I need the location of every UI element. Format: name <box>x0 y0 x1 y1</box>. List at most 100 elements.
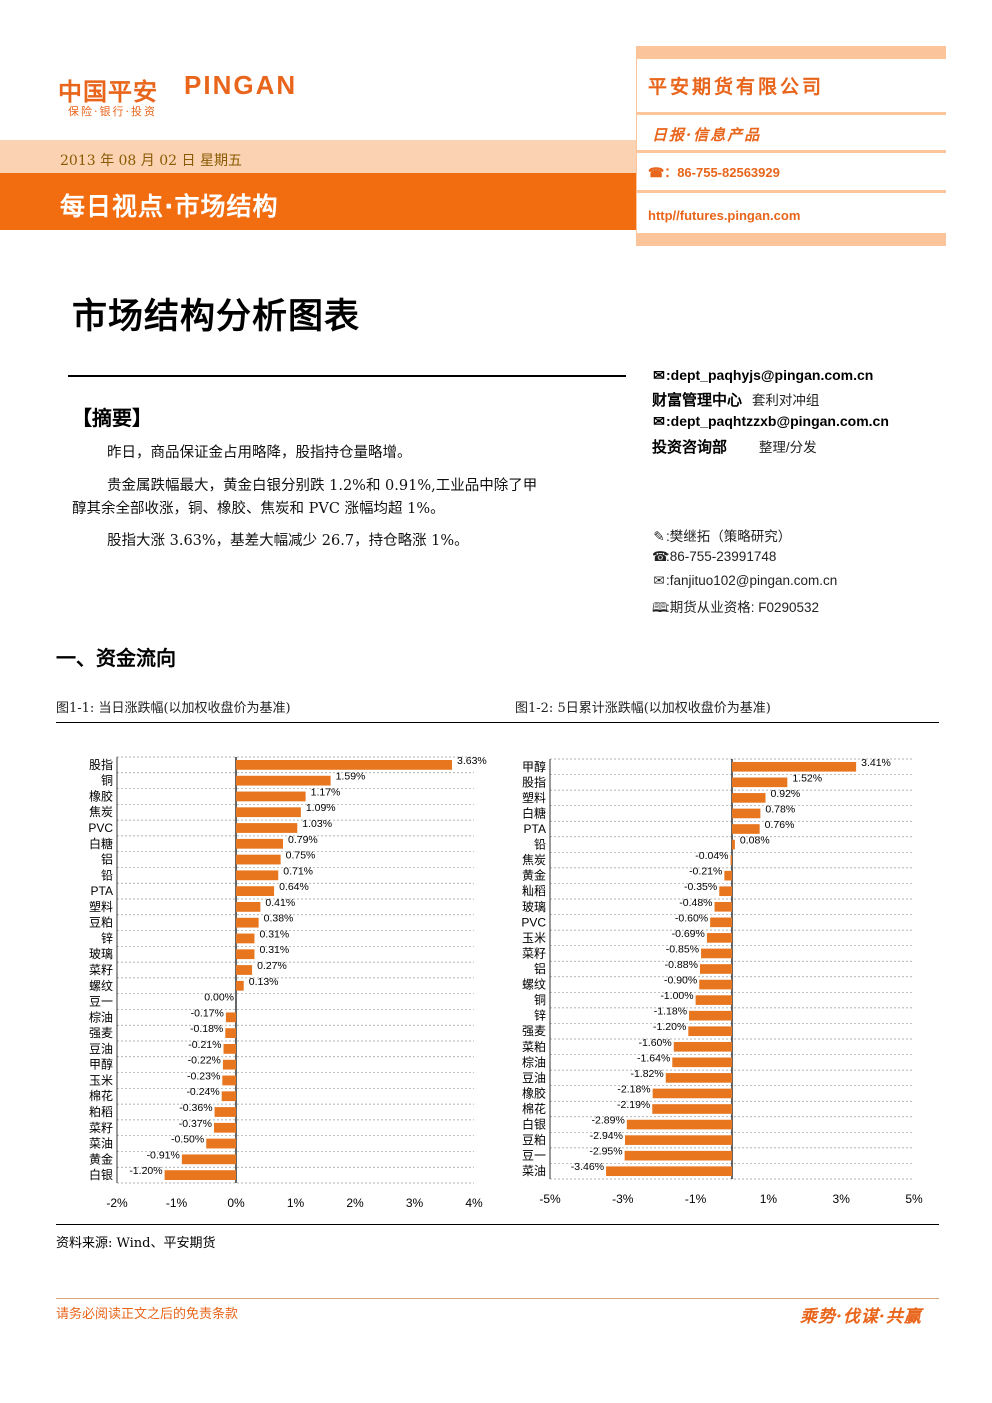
data-label: 0.38% <box>264 913 294 925</box>
data-label: 0.92% <box>770 788 800 800</box>
author-text: :樊继拓（策略研究） <box>666 529 792 544</box>
bar <box>624 1150 732 1161</box>
data-label: -0.17% <box>191 1007 224 1019</box>
bar <box>236 949 255 960</box>
contact-dept-2: 投资咨询部 整理/分发 <box>652 436 817 457</box>
data-label: -2.94% <box>590 1130 623 1142</box>
bar <box>695 995 732 1005</box>
dept-name: 财富管理中心 <box>652 391 743 409</box>
category-label: 菜籽 <box>522 946 546 960</box>
pen-icon: ✎ <box>653 529 665 544</box>
bar <box>732 777 788 788</box>
logo-subtitle: 保险·银行·投资 <box>68 105 157 118</box>
bar <box>732 824 760 834</box>
tick-label: -3% <box>612 1192 634 1206</box>
data-label: -2.95% <box>589 1146 622 1158</box>
email-text: :dept_paqhyjs@pingan.com.cn <box>666 367 874 383</box>
bar <box>236 838 284 849</box>
info-panel-bottom-band <box>636 233 946 246</box>
data-label: -1.20% <box>129 1165 162 1177</box>
section-heading: 一、资金流向 <box>56 646 176 670</box>
category-label: PTA <box>91 884 113 898</box>
category-label: 菜油 <box>522 1164 546 1178</box>
abstract-heading: 【摘要】 <box>72 406 152 430</box>
title-bar <box>0 173 636 230</box>
category-label: 白银 <box>89 1167 113 1182</box>
bar <box>701 948 732 959</box>
bar <box>699 979 732 990</box>
bar <box>213 1122 236 1133</box>
category-label: 铝 <box>534 961 546 976</box>
data-label: -3.46% <box>571 1161 604 1173</box>
category-label: 豆粕 <box>522 1132 546 1147</box>
data-source: 资料来源: Wind、平安期货 <box>56 1236 216 1251</box>
author-phone: ☎:86-755-23991748 <box>652 549 776 565</box>
tick-label: -1% <box>685 1192 707 1206</box>
bar <box>225 1028 236 1039</box>
phone-text: :86-755-23991748 <box>666 549 777 564</box>
disclaimer-note[interactable]: 请务必阅读正文之后的免责条款 <box>56 1307 239 1322</box>
data-label: -0.90% <box>664 975 697 987</box>
category-label: 橡胶 <box>89 788 113 803</box>
category-label: 玻璃 <box>89 947 113 961</box>
bar <box>652 1088 732 1099</box>
tick-label: 4% <box>465 1196 483 1210</box>
category-label: 玻璃 <box>522 900 546 914</box>
data-label: -2.18% <box>617 1083 650 1095</box>
bar <box>732 793 766 803</box>
phone-icon: ☎ <box>652 549 669 564</box>
data-label: -1.18% <box>654 1006 687 1018</box>
data-label: 3.63% <box>457 755 487 767</box>
data-label: 1.17% <box>311 786 341 798</box>
page-title: 市场结构分析图表 <box>72 297 361 337</box>
contact-dept-1: 财富管理中心 套利对冲组 <box>652 389 819 410</box>
data-label: -1.64% <box>637 1052 670 1064</box>
data-label: 0.31% <box>259 928 289 940</box>
bar <box>672 1057 732 1068</box>
category-label: 棉花 <box>522 1101 546 1116</box>
category-label: 白银 <box>522 1117 546 1132</box>
info-panel-border <box>636 59 637 233</box>
data-label: 0.75% <box>286 850 316 862</box>
tick-label: -5% <box>539 1192 561 1206</box>
company-url[interactable]: http//futures.pingan.com <box>648 208 801 223</box>
chart-5day-change: 甲醇 3.41% 股指 1.52% 塑料 0.92% 白糖 0.78% PTA 0.76% 铅 0.0… <box>521 757 923 1206</box>
bar <box>624 1135 732 1145</box>
data-label: -0.69% <box>672 928 705 940</box>
dept-sub: 整理/分发 <box>758 440 817 455</box>
bar <box>665 1073 732 1083</box>
category-label: 白糖 <box>89 836 113 851</box>
email-text: :fanjituo102@pingan.com.cn <box>666 573 838 588</box>
contact-email-2[interactable]: ✉:dept_paqhtzzxb@pingan.com.cn <box>652 413 889 430</box>
data-label: 1.52% <box>792 772 822 784</box>
author-email[interactable]: ✉:fanjituo102@pingan.com.cn <box>652 573 837 589</box>
category-label: 菜油 <box>89 1137 113 1151</box>
data-label: -0.35% <box>684 881 717 893</box>
bar <box>236 901 261 912</box>
contact-email-1[interactable]: ✉:dept_paqhyjs@pingan.com.cn <box>652 367 873 384</box>
info-panel-divider <box>636 112 946 115</box>
data-label: -0.50% <box>171 1134 204 1146</box>
bar <box>236 854 281 865</box>
category-label: 豆粕 <box>89 915 113 930</box>
figure-2-caption: 图1-2: 5日累计涨跌幅(以加权收盘价为基准) <box>515 701 771 716</box>
category-label: 焦炭 <box>522 853 546 867</box>
tick-label: 1% <box>760 1192 778 1206</box>
category-label: 锌 <box>101 931 113 945</box>
bar <box>732 808 761 819</box>
bar <box>236 823 298 833</box>
bar <box>689 1010 732 1021</box>
category-label: 焦炭 <box>89 805 113 819</box>
category-label: 白糖 <box>522 805 546 820</box>
data-label: 0.08% <box>740 835 770 847</box>
data-label: -0.91% <box>147 1149 180 1161</box>
category-label: 豆一 <box>522 1149 546 1163</box>
data-label: -0.24% <box>186 1086 219 1098</box>
data-label: -2.89% <box>592 1115 625 1127</box>
figure-1-caption: 图1-1: 当日涨跌幅(以加权收盘价为基准) <box>56 701 291 716</box>
data-label: -0.21% <box>689 866 722 878</box>
data-label: -0.22% <box>188 1055 221 1067</box>
data-label: 0.79% <box>288 834 318 846</box>
author-license: 🕮:期货从业资格: F0290532 <box>652 596 819 621</box>
footer-slogan: 乘势·伐谋·共赢 <box>800 1307 922 1327</box>
